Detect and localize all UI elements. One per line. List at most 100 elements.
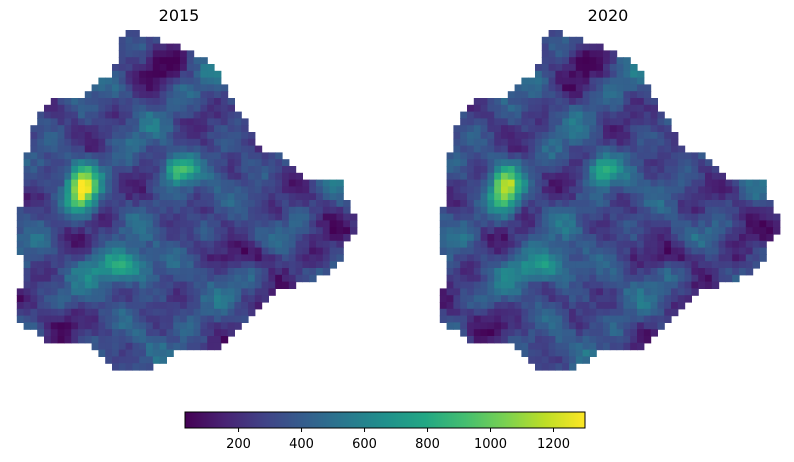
heatmap-cell	[603, 186, 611, 194]
heatmap-cell	[569, 111, 577, 119]
heatmap-cell	[582, 118, 590, 126]
heatmap-cell	[671, 138, 679, 147]
heatmap-cell	[343, 234, 351, 242]
heatmap-cell	[521, 118, 529, 126]
heatmap-cell	[657, 322, 665, 330]
heatmap-cell	[118, 84, 127, 92]
heatmap-cell	[507, 186, 516, 194]
heatmap-cell	[650, 179, 658, 187]
heatmap-cell	[186, 227, 195, 235]
heatmap-cell	[57, 132, 65, 140]
heatmap-cell	[84, 220, 93, 228]
heatmap-cell	[494, 336, 502, 344]
heatmap-cell	[691, 247, 699, 255]
heatmap-cell	[132, 43, 140, 51]
heatmap-cell	[453, 227, 461, 235]
heatmap-cell	[288, 186, 297, 194]
heatmap-cell	[173, 227, 181, 235]
heatmap-cell	[535, 193, 543, 201]
heatmap-cell	[44, 302, 52, 310]
heatmap-cell	[118, 64, 127, 72]
heatmap-cell	[139, 84, 147, 92]
heatmap-cell	[643, 138, 652, 147]
heatmap-cell	[548, 220, 556, 228]
heatmap-cell	[173, 274, 181, 283]
heatmap-cell	[623, 77, 631, 85]
heatmap-cell	[562, 363, 570, 371]
heatmap-cell	[535, 349, 543, 357]
heatmap-cell	[64, 254, 72, 262]
heatmap-cell	[139, 36, 147, 45]
heatmap-cell	[98, 213, 106, 221]
heatmap-cell	[596, 261, 604, 269]
heatmap-cell	[105, 220, 113, 228]
heatmap-cell	[671, 288, 679, 296]
heatmap-cell	[207, 111, 215, 119]
heatmap-cell	[439, 247, 448, 255]
heatmap-cell	[288, 274, 297, 283]
heatmap-cell	[541, 98, 550, 106]
heatmap-cell	[718, 274, 726, 283]
heatmap-cell	[84, 329, 93, 337]
heatmap-cell	[507, 329, 516, 337]
heatmap-cell	[200, 240, 208, 249]
heatmap-cell	[159, 329, 167, 337]
heatmap-cell	[227, 268, 235, 276]
heatmap-cell	[173, 247, 181, 255]
heatmap-cell	[548, 234, 556, 242]
heatmap-cell	[118, 342, 127, 351]
heatmap-cell	[261, 159, 269, 167]
heatmap-cell	[105, 206, 113, 215]
heatmap-cell	[528, 159, 536, 167]
heatmap-cell	[57, 261, 65, 269]
heatmap-cell	[705, 254, 713, 262]
heatmap-cell	[118, 206, 127, 215]
heatmap-cell	[220, 159, 229, 167]
heatmap-cell	[514, 342, 522, 351]
heatmap-cell	[494, 213, 502, 221]
heatmap-cell	[44, 111, 52, 119]
heatmap-cell	[609, 118, 618, 126]
heatmap-cell	[57, 159, 65, 167]
heatmap-cell	[596, 159, 604, 167]
heatmap-cell	[514, 288, 522, 296]
heatmap-cell	[132, 77, 140, 85]
heatmap-cell	[575, 220, 584, 228]
heatmap-cell	[84, 91, 93, 99]
heatmap-cell	[657, 200, 665, 208]
heatmap-cell	[30, 179, 38, 187]
heatmap-cell	[227, 234, 235, 242]
heatmap-cell	[752, 193, 760, 201]
heatmap-cell	[473, 308, 482, 317]
heatmap-cell	[575, 288, 584, 296]
heatmap-cell	[309, 206, 317, 215]
heatmap-cell	[234, 247, 242, 255]
heatmap-cell	[57, 179, 65, 187]
heatmap-cell	[582, 342, 590, 351]
heatmap-cell	[650, 104, 658, 113]
heatmap-cell	[316, 179, 324, 187]
heatmap-cell	[186, 193, 195, 201]
heatmap-cell	[139, 118, 147, 126]
heatmap-cell	[725, 274, 733, 283]
heatmap-cell	[112, 125, 120, 133]
heatmap-cell	[248, 179, 256, 187]
heatmap-cell	[603, 50, 611, 58]
heatmap-cell	[569, 132, 577, 140]
heatmap-cell	[288, 261, 297, 269]
heatmap-cell	[480, 281, 488, 289]
heatmap-cell	[650, 281, 658, 289]
heatmap-cell	[657, 179, 665, 187]
heatmap-cell	[173, 254, 181, 262]
heatmap-cell	[507, 111, 516, 119]
heatmap-cell	[589, 179, 597, 187]
heatmap-cell	[193, 64, 201, 72]
heatmap-cell	[248, 247, 256, 255]
heatmap-cell	[180, 302, 188, 310]
heatmap-cell	[637, 295, 645, 303]
heatmap-cell	[494, 145, 502, 153]
heatmap-cell	[446, 268, 454, 276]
heatmap-cell	[698, 274, 706, 283]
heatmap-cell	[514, 200, 522, 208]
heatmap-cell	[186, 77, 195, 85]
